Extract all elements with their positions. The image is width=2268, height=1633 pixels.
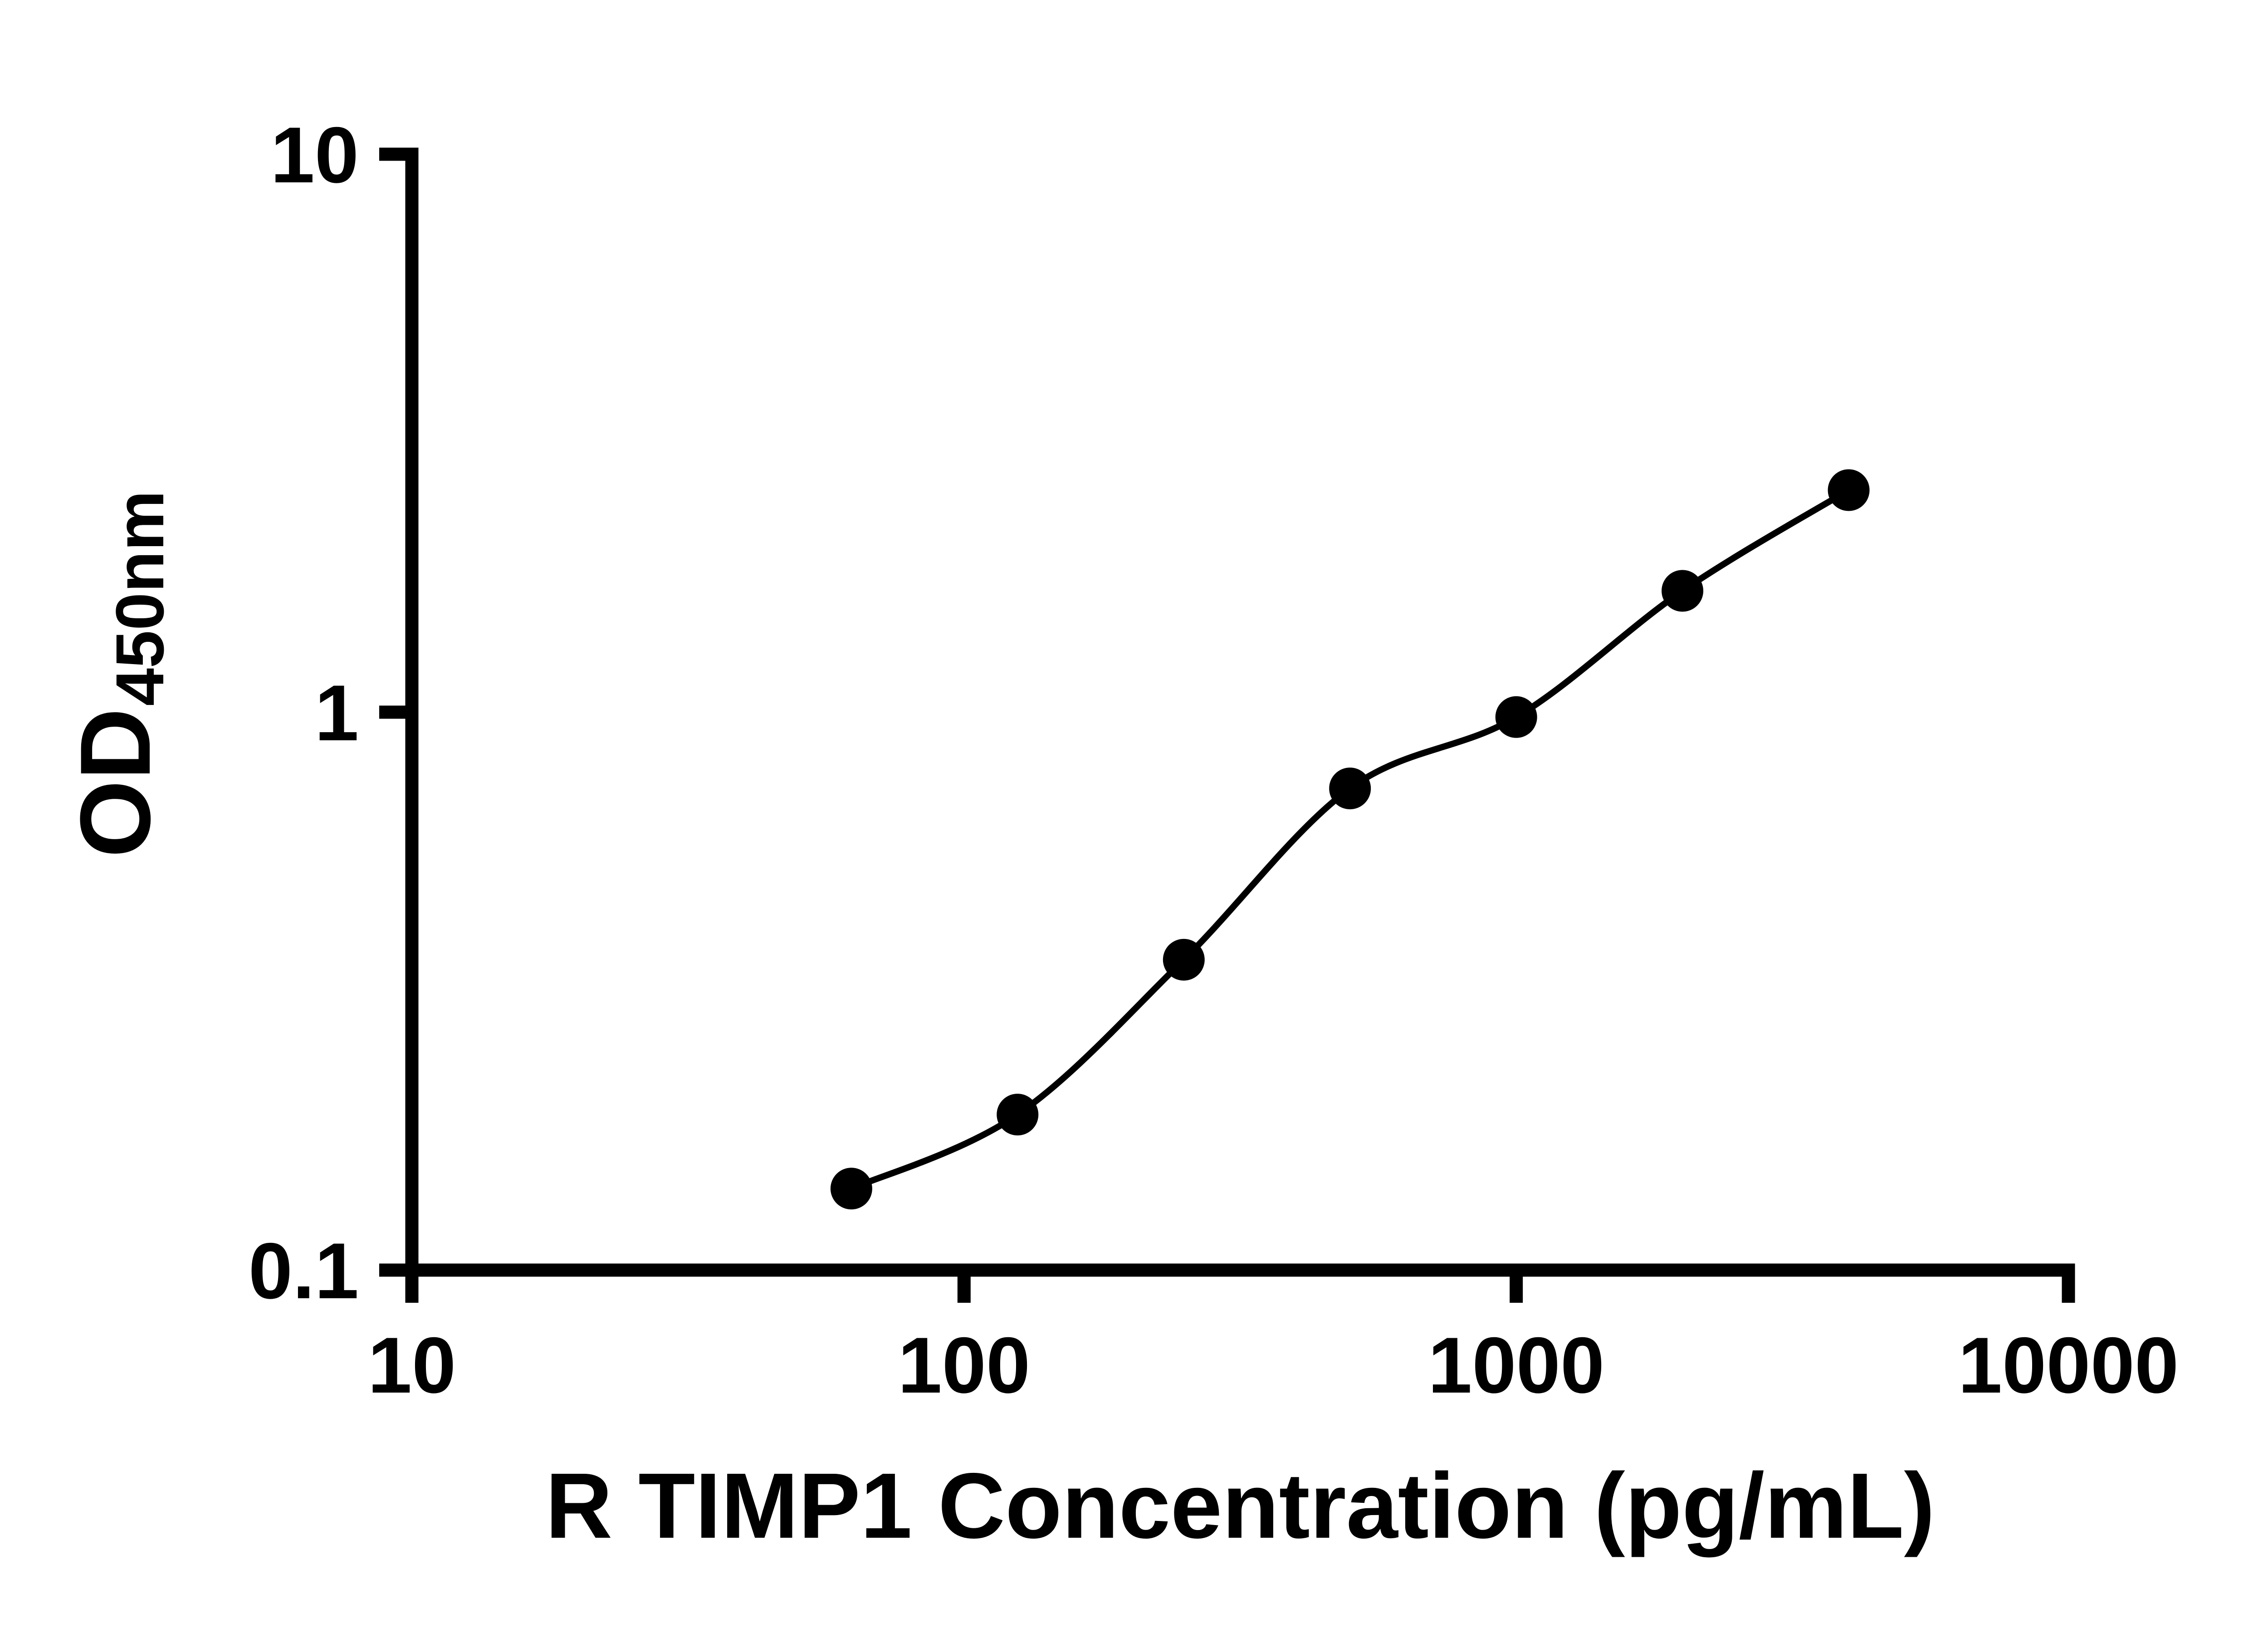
data-point-markers: [830, 469, 1870, 1210]
data-point: [1329, 768, 1371, 810]
y-axis-ticks: [379, 147, 412, 1277]
x-axis-title: R TIMP1 Concentration (pg/mL): [545, 1454, 1935, 1558]
data-point: [830, 1168, 872, 1210]
data-point: [997, 1094, 1039, 1136]
y-axis-title: OD 450nm: [59, 490, 178, 858]
y-tick-label: 0.1: [249, 1227, 359, 1315]
y-axis-title-subscript: 450nm: [102, 490, 178, 706]
y-tick-label: 1: [315, 669, 359, 758]
y-axis-tick-labels: 0.1 1 10: [249, 111, 359, 1315]
y-axis-title-main: OD: [59, 708, 171, 858]
data-point: [1163, 939, 1205, 981]
data-point: [1828, 469, 1870, 511]
data-point: [1495, 696, 1537, 738]
y-tick-label: 10: [270, 111, 359, 200]
x-tick-label: 10: [368, 1321, 456, 1410]
x-tick-label: 100: [898, 1321, 1030, 1410]
x-axis-tick-labels: 10 100 1000 10000: [368, 1321, 2179, 1410]
data-point: [1662, 570, 1704, 612]
x-tick-label: 10000: [1958, 1321, 2179, 1410]
axes-frame: [405, 147, 2075, 1277]
x-tick-label: 1000: [1428, 1321, 1604, 1410]
